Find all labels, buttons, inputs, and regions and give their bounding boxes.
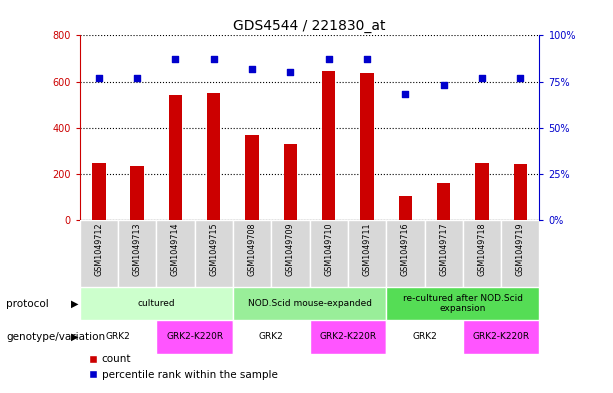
Point — [477, 75, 487, 81]
Text: GSM1049718: GSM1049718 — [478, 223, 487, 276]
Point — [362, 56, 372, 62]
Text: GRK2-K220R: GRK2-K220R — [473, 332, 530, 342]
Bar — [169, 95, 182, 220]
Bar — [322, 71, 335, 220]
Bar — [386, 220, 424, 287]
Bar — [386, 320, 463, 354]
Bar — [233, 320, 310, 354]
Bar — [156, 320, 233, 354]
Bar — [501, 220, 539, 287]
Point — [286, 69, 295, 75]
Text: GRK2: GRK2 — [412, 332, 437, 342]
Point — [439, 82, 449, 88]
Text: ▶: ▶ — [70, 299, 78, 309]
Title: GDS4544 / 221830_at: GDS4544 / 221830_at — [234, 19, 386, 33]
Bar — [386, 287, 539, 320]
Text: genotype/variation: genotype/variation — [6, 332, 105, 342]
Text: GSM1049715: GSM1049715 — [209, 223, 218, 276]
Text: GRK2: GRK2 — [259, 332, 284, 342]
Bar — [463, 220, 501, 287]
Bar — [233, 287, 386, 320]
Text: re-cultured after NOD.Scid
expansion: re-cultured after NOD.Scid expansion — [403, 294, 523, 313]
Text: cultured: cultured — [137, 299, 175, 308]
Bar — [92, 163, 105, 220]
Bar — [131, 166, 144, 220]
Bar — [437, 183, 451, 220]
Text: GSM1049713: GSM1049713 — [132, 223, 142, 276]
Bar — [348, 220, 386, 287]
Bar — [310, 220, 348, 287]
Text: GRK2-K220R: GRK2-K220R — [319, 332, 376, 342]
Bar — [360, 73, 374, 220]
Bar — [398, 196, 412, 220]
Text: protocol: protocol — [6, 299, 49, 309]
Text: ▶: ▶ — [70, 332, 78, 342]
Text: GSM1049717: GSM1049717 — [439, 223, 448, 276]
Bar — [463, 320, 539, 354]
Bar — [284, 144, 297, 220]
Point — [400, 91, 410, 97]
Point — [324, 56, 333, 62]
Point — [209, 56, 219, 62]
Text: GSM1049716: GSM1049716 — [401, 223, 410, 276]
Point — [516, 75, 525, 81]
Text: GSM1049710: GSM1049710 — [324, 223, 333, 276]
Legend: count, percentile rank within the sample: count, percentile rank within the sample — [85, 350, 281, 384]
Text: GSM1049712: GSM1049712 — [94, 223, 104, 276]
Text: GSM1049709: GSM1049709 — [286, 223, 295, 276]
Text: GSM1049708: GSM1049708 — [248, 223, 257, 276]
Bar — [195, 220, 233, 287]
Text: NOD.Scid mouse-expanded: NOD.Scid mouse-expanded — [248, 299, 371, 308]
Point — [247, 66, 257, 72]
Point — [132, 75, 142, 81]
Bar — [514, 164, 527, 220]
Bar — [156, 220, 195, 287]
Text: GRK2: GRK2 — [105, 332, 131, 342]
Bar — [310, 320, 386, 354]
Bar — [80, 220, 118, 287]
Bar — [245, 135, 259, 220]
Point — [94, 75, 104, 81]
Bar — [80, 320, 156, 354]
Text: GSM1049711: GSM1049711 — [362, 223, 371, 276]
Bar — [271, 220, 310, 287]
Bar — [233, 220, 271, 287]
Bar — [475, 163, 489, 220]
Bar — [118, 220, 156, 287]
Bar — [80, 287, 233, 320]
Bar — [424, 220, 463, 287]
Point — [170, 56, 180, 62]
Text: GSM1049719: GSM1049719 — [516, 223, 525, 276]
Text: GSM1049714: GSM1049714 — [171, 223, 180, 276]
Bar — [207, 93, 221, 220]
Text: GRK2-K220R: GRK2-K220R — [166, 332, 223, 342]
